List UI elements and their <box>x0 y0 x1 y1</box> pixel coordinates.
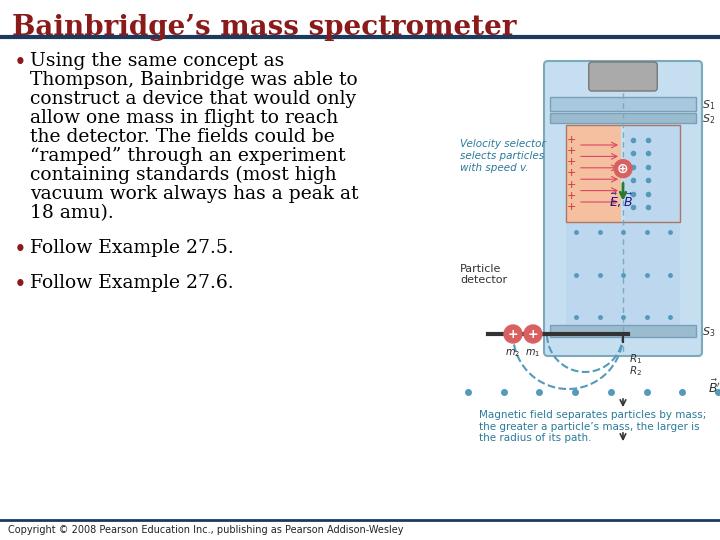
Text: $\vec{E}, \vec{B}$: $\vec{E}, \vec{B}$ <box>609 192 633 210</box>
Text: $m_1$: $m_1$ <box>526 347 541 359</box>
Text: allow one mass in flight to reach: allow one mass in flight to reach <box>30 109 338 127</box>
Text: +: + <box>567 180 576 190</box>
Text: +: + <box>508 327 518 341</box>
Circle shape <box>614 160 632 178</box>
Circle shape <box>524 325 542 343</box>
Text: $S_2$: $S_2$ <box>702 112 715 126</box>
Text: $S_1$: $S_1$ <box>702 98 715 112</box>
Text: Particle
detector: Particle detector <box>460 264 507 285</box>
Text: Magnetic field separates particles by mass;
the greater a particle’s mass, the l: Magnetic field separates particles by ma… <box>480 410 707 443</box>
Circle shape <box>504 325 522 343</box>
Text: Using the same concept as: Using the same concept as <box>30 52 284 70</box>
Text: +: + <box>528 327 539 341</box>
Text: $S_3$: $S_3$ <box>702 325 715 339</box>
Text: the detector. The fields could be: the detector. The fields could be <box>30 128 335 146</box>
Text: Copyright © 2008 Pearson Education Inc., publishing as Pearson Addison-Wesley: Copyright © 2008 Pearson Education Inc.,… <box>8 525 403 535</box>
Text: +: + <box>567 157 576 167</box>
Text: •: • <box>14 52 27 74</box>
Text: +: + <box>567 168 576 179</box>
Text: •: • <box>14 239 27 261</box>
Text: $R_1$: $R_1$ <box>629 352 642 366</box>
Text: +: + <box>567 135 576 145</box>
Text: Velocity selector
selects particles
with speed v.: Velocity selector selects particles with… <box>460 139 546 173</box>
Bar <box>550 97 696 111</box>
Text: 18 amu).: 18 amu). <box>30 204 114 222</box>
Text: Follow Example 27.5.: Follow Example 27.5. <box>30 239 234 257</box>
Text: +: + <box>567 191 576 201</box>
Bar <box>566 125 680 222</box>
Text: vacuum work always has a peak at: vacuum work always has a peak at <box>30 185 359 203</box>
Text: ⊕: ⊕ <box>617 161 629 176</box>
Text: Bainbridge’s mass spectrometer: Bainbridge’s mass spectrometer <box>12 14 516 41</box>
Text: Thompson, Bainbridge was able to: Thompson, Bainbridge was able to <box>30 71 358 89</box>
Text: •: • <box>14 274 27 296</box>
Text: construct a device that would only: construct a device that would only <box>30 90 356 108</box>
Text: +: + <box>567 146 576 156</box>
FancyBboxPatch shape <box>544 61 702 356</box>
Text: $R_2$: $R_2$ <box>629 364 642 378</box>
Text: Follow Example 27.6.: Follow Example 27.6. <box>30 274 233 292</box>
Text: “ramped” through an experiment: “ramped” through an experiment <box>30 147 346 165</box>
FancyBboxPatch shape <box>589 62 657 91</box>
Bar <box>566 125 621 222</box>
Text: $m_2$: $m_2$ <box>505 347 521 359</box>
Bar <box>550 113 696 123</box>
Bar <box>566 222 680 327</box>
Bar <box>625 125 680 222</box>
Text: containing standards (most high: containing standards (most high <box>30 166 337 184</box>
Bar <box>550 325 696 337</box>
Text: +: + <box>567 202 576 212</box>
Text: $\vec{B}'$: $\vec{B}'$ <box>708 379 720 396</box>
